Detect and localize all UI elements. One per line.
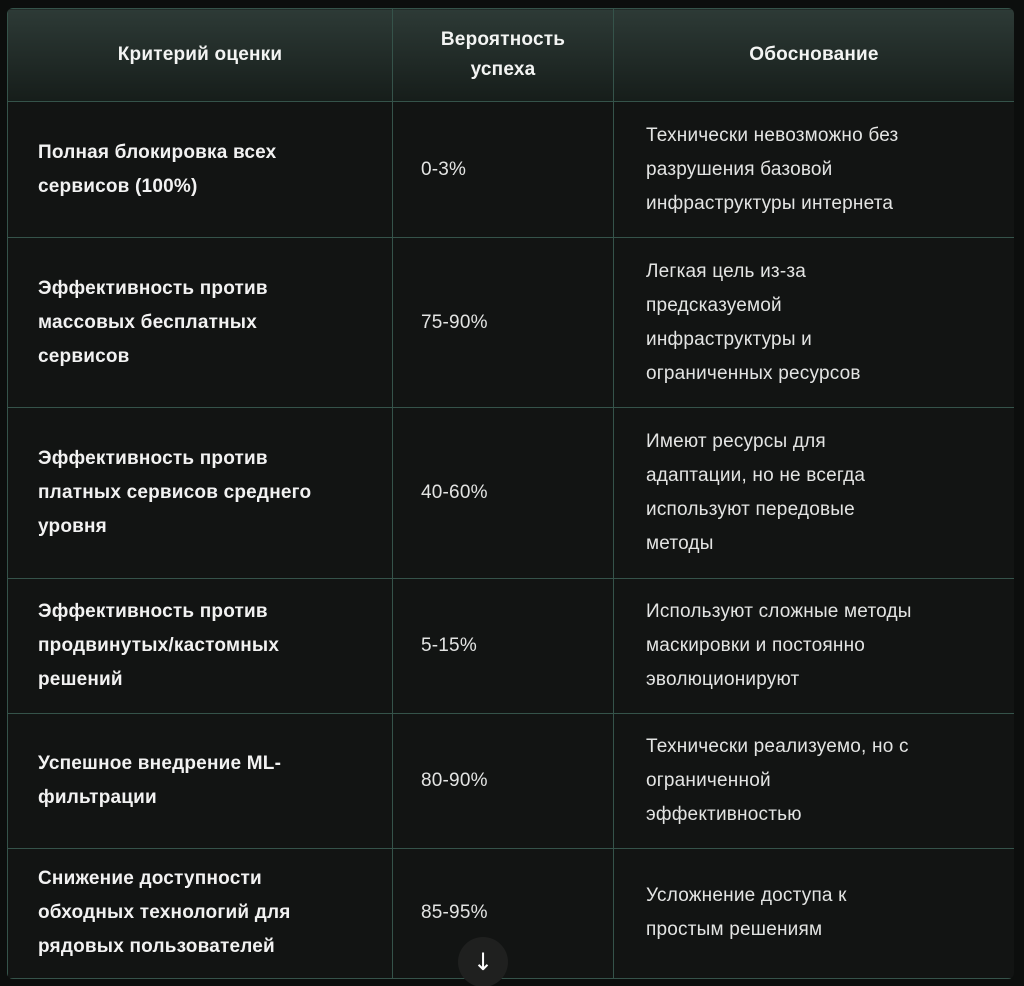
- criterion-cell: Эффективность против платных сервисов ср…: [7, 407, 393, 579]
- probability-cell: 75-90%: [392, 237, 614, 409]
- table-row: Полная блокировка всех сервисов (100%) 0…: [7, 100, 1014, 239]
- down-arrow-icon: ↓: [472, 948, 494, 976]
- evaluation-table-container: Критерий оценки Вероятность успеха Обосн…: [7, 8, 1014, 979]
- table-row: Эффективность против платных сервисов ср…: [7, 407, 1014, 579]
- probability-cell: 40-60%: [392, 407, 614, 579]
- table-row: Успешное внедрение ML- фильтрации 80-90%…: [7, 712, 1014, 849]
- justification-cell: Имеют ресурсы для адаптации, но не всегд…: [613, 407, 1014, 579]
- criterion-cell: Эффективность против продвинутых/кастомн…: [7, 577, 393, 714]
- probability-cell: 5-15%: [392, 577, 614, 714]
- probability-cell: 0-3%: [392, 100, 614, 239]
- justification-cell: Усложнение доступа к простым решениям: [613, 847, 1014, 979]
- justification-cell: Используют сложные методы маскировки и п…: [613, 577, 1014, 714]
- column-header-justification: Обоснование: [613, 8, 1014, 102]
- justification-cell: Технически реализуемо, но с ограниченной…: [613, 712, 1014, 849]
- criterion-cell: Эффективность против массовых бесплатных…: [7, 237, 393, 409]
- scroll-down-button[interactable]: ↓: [458, 937, 508, 986]
- column-header-criterion: Критерий оценки: [7, 8, 393, 102]
- table-header-row: Критерий оценки Вероятность успеха Обосн…: [7, 8, 1014, 102]
- table-row: Снижение доступности обходных технологий…: [7, 847, 1014, 979]
- table-row: Эффективность против продвинутых/кастомн…: [7, 577, 1014, 714]
- criterion-cell: Снижение доступности обходных технологий…: [7, 847, 393, 979]
- justification-cell: Технически невозможно без разрушения баз…: [613, 100, 1014, 239]
- justification-cell: Легкая цель из-за предсказуемой инфрастр…: [613, 237, 1014, 409]
- column-header-probability: Вероятность успеха: [392, 8, 614, 102]
- criterion-cell: Полная блокировка всех сервисов (100%): [7, 100, 393, 239]
- evaluation-table: Критерий оценки Вероятность успеха Обосн…: [7, 8, 1014, 979]
- table-row: Эффективность против массовых бесплатных…: [7, 237, 1014, 409]
- probability-cell: 80-90%: [392, 712, 614, 849]
- criterion-cell: Успешное внедрение ML- фильтрации: [7, 712, 393, 849]
